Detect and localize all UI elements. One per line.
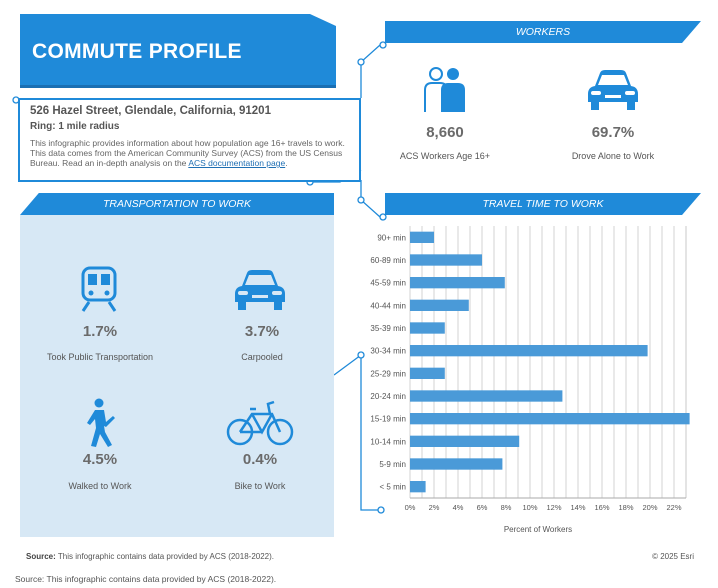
- y-tick-label: 45-59 min: [370, 279, 406, 288]
- x-tick-label: 12%: [546, 503, 561, 512]
- description-text: This infographic provides information ab…: [30, 138, 345, 168]
- y-tick-label: < 5 min: [380, 483, 406, 492]
- x-tick-label: 18%: [618, 503, 633, 512]
- acs-documentation-link[interactable]: ACS documentation page: [188, 158, 286, 168]
- ring-radius: Ring: 1 mile radius: [30, 121, 120, 132]
- bike-value: 0.4%: [242, 451, 278, 468]
- x-tick-label: 0%: [405, 503, 416, 512]
- x-tick-label: 4%: [453, 503, 464, 512]
- location-box: 526 Hazel Street, Glendale, California, …: [18, 98, 361, 182]
- x-tick-label: 2%: [429, 503, 440, 512]
- bar: [410, 390, 563, 402]
- walked-label: Walked to Work: [68, 481, 132, 491]
- travel-time-chart: 90+ min 60-89 min 45-59 min 40-44 min 35-39 …: [370, 226, 690, 534]
- workers-count-label: ACS Workers Age 16+: [399, 151, 491, 161]
- x-tick-label: 16%: [594, 503, 609, 512]
- y-tick-label: 90+ min: [377, 233, 406, 242]
- bar: [410, 231, 434, 243]
- workers-icon: [424, 67, 465, 112]
- workers-count-value: 8,660: [426, 124, 464, 141]
- x-tick-label: 6%: [477, 503, 488, 512]
- walked-value: 4.5%: [82, 451, 118, 468]
- bar: [410, 322, 445, 334]
- workers-banner: WORKERS: [385, 21, 701, 43]
- copyright: © 2025 Esri: [652, 552, 694, 561]
- car-icon: [588, 70, 638, 110]
- title-corner-cut: [310, 14, 336, 26]
- bar: [410, 413, 690, 425]
- source-footer: Source: This infographic contains data p…: [15, 574, 277, 584]
- bar: [410, 367, 445, 379]
- source-label: Source:: [26, 552, 56, 561]
- bar: [410, 458, 503, 470]
- x-tick-label: 20%: [642, 503, 657, 512]
- public-transport-label: Took Public Transportation: [46, 352, 154, 362]
- y-tick-label: 20-24 min: [370, 392, 406, 401]
- x-axis-label: Percent of Workers: [504, 525, 572, 534]
- y-tick-label: 25-29 min: [370, 369, 406, 378]
- y-tick-label: 60-89 min: [370, 256, 406, 265]
- source-text: This infographic contains data provided …: [57, 552, 275, 561]
- bike-label: Bike to Work: [234, 481, 286, 491]
- y-tick-label: 15-19 min: [370, 415, 406, 424]
- drove-alone-label: Drove Alone to Work: [571, 151, 655, 161]
- transportation-panel: [20, 215, 334, 537]
- y-tick-label: 5-9 min: [379, 460, 406, 469]
- walking-person-icon: [87, 398, 115, 447]
- y-tick-label: 35-39 min: [370, 324, 406, 333]
- transportation-banner: TRANSPORTATION TO WORK: [20, 193, 334, 215]
- description-end: .: [285, 158, 288, 168]
- y-tick-label: 10-14 min: [370, 437, 406, 446]
- carpool-car-icon: [235, 270, 285, 310]
- x-tick-label: 10%: [522, 503, 537, 512]
- drove-alone-value: 69.7%: [591, 124, 635, 141]
- bar: [410, 435, 520, 447]
- bar: [410, 345, 648, 357]
- bar: [410, 254, 482, 266]
- y-tick-label: 40-44 min: [370, 301, 406, 310]
- bar: [410, 277, 505, 289]
- carpooled-label: Carpooled: [241, 352, 283, 362]
- address: 526 Hazel Street, Glendale, California, …: [30, 105, 271, 117]
- x-tick-label: 22%: [666, 503, 681, 512]
- y-tick-label: 30-34 min: [370, 347, 406, 356]
- carpooled-value: 3.7%: [244, 323, 280, 340]
- bicycle-icon: [226, 400, 294, 446]
- train-icon: [81, 266, 117, 312]
- page-title: COMMUTE PROFILE: [32, 40, 242, 63]
- bar: [410, 299, 469, 311]
- x-tick-label: 14%: [570, 503, 585, 512]
- description: This infographic provides information ab…: [30, 138, 349, 168]
- public-transport-value: 1.7%: [82, 323, 118, 340]
- travel-time-banner: TRAVEL TIME TO WORK: [385, 193, 701, 215]
- x-tick-label: 8%: [501, 503, 512, 512]
- source-note: Source: This infographic contains data p…: [26, 552, 274, 561]
- title-banner: COMMUTE PROFILE: [20, 14, 336, 88]
- bar: [410, 481, 426, 493]
